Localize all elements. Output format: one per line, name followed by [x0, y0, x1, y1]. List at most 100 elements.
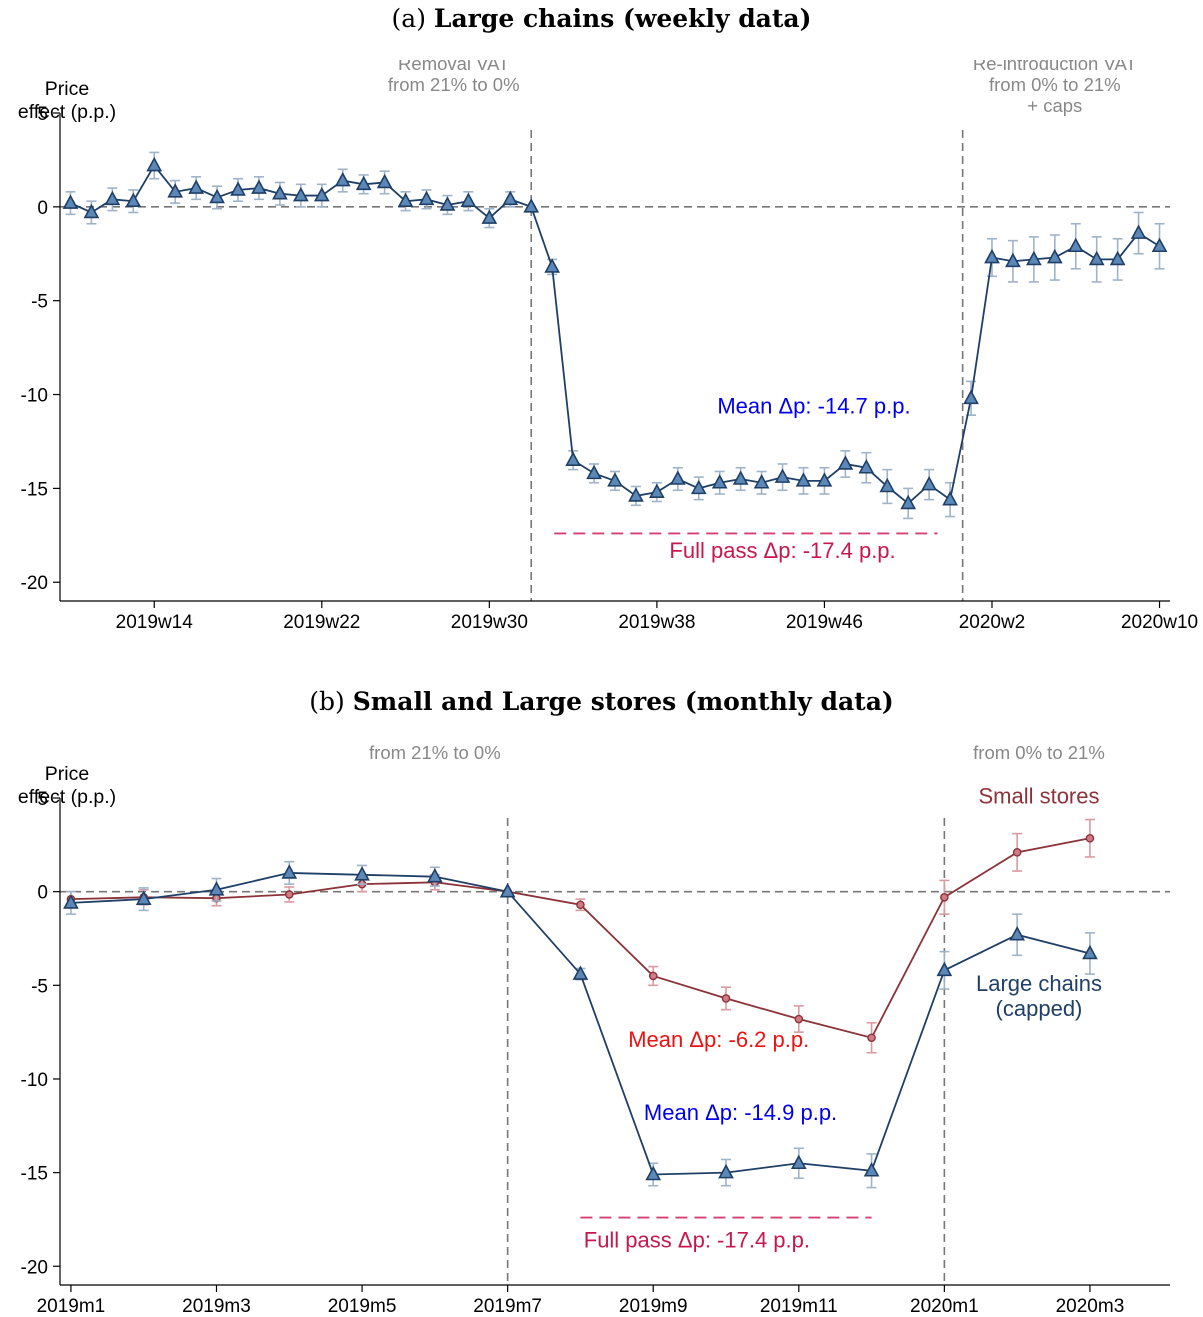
data-point	[879, 477, 896, 493]
data-point	[732, 470, 749, 485]
data-point	[628, 487, 644, 502]
data-point	[499, 882, 516, 898]
x-tick-label: 2019w14	[116, 612, 194, 633]
y-tick-label: -15	[21, 1164, 48, 1185]
data-point	[284, 890, 294, 899]
y-tick-label: 0	[37, 883, 48, 904]
data-point	[1009, 926, 1025, 941]
data-point	[1082, 944, 1098, 960]
series-line	[70, 837, 1091, 1039]
data-point	[125, 192, 142, 208]
annotation: Small stores	[978, 784, 1099, 809]
y-tick-label: 5	[37, 789, 48, 810]
x-tick-label: 2019w46	[786, 612, 863, 633]
data-point	[354, 866, 370, 881]
data-point	[795, 472, 812, 487]
data-point	[794, 1014, 804, 1024]
data-point	[281, 864, 298, 879]
data-point	[1046, 248, 1063, 264]
data-point	[251, 179, 267, 194]
x-tick-label: 2019w38	[618, 612, 695, 633]
data-point	[63, 894, 79, 909]
panel-b-title-text: Small and Large stores (monthly data)	[352, 687, 894, 716]
data-point	[334, 171, 351, 187]
data-point	[397, 192, 414, 208]
annotation: Mean Δp: -14.7 p.p.	[717, 393, 910, 418]
data-point	[502, 190, 519, 206]
data-point	[208, 881, 225, 896]
data-point	[816, 472, 833, 487]
data-point	[293, 186, 309, 202]
data-point	[544, 258, 561, 273]
chart-b: 5 0 -5 -10 -15 -20 2019m1 2019m3 2019m5 2019m7 201…	[18, 740, 1170, 1317]
y-tick-label: -10	[21, 386, 48, 407]
x-tick-label: 2019m3	[182, 1296, 251, 1317]
data-point	[1088, 250, 1105, 266]
data-point	[718, 1163, 734, 1179]
annotation: Mean Δp: -14.9 p.p.	[644, 1100, 837, 1125]
data-point	[1109, 250, 1126, 266]
data-point	[418, 190, 435, 206]
data-point	[355, 175, 372, 191]
data-point	[230, 181, 246, 196]
data-point	[272, 185, 288, 200]
data-point	[645, 1165, 662, 1181]
data-point	[790, 1154, 807, 1170]
data-point	[104, 190, 121, 206]
data-point	[586, 464, 602, 480]
data-point	[572, 965, 589, 980]
x-tick-label: 2019m9	[619, 1296, 688, 1317]
annotation: Large chains (capped)	[976, 971, 1102, 1021]
y-tick-label: -15	[21, 479, 48, 500]
x-tick-label: 2020w2	[959, 612, 1026, 633]
data-point	[565, 451, 581, 467]
x-tick-label: 2019m11	[760, 1296, 838, 1317]
data-point	[690, 479, 707, 495]
x-tick-label: 2019w30	[451, 612, 528, 633]
data-point	[1067, 237, 1084, 253]
data-point	[376, 173, 393, 189]
data-point	[62, 194, 79, 209]
data-point	[863, 1162, 880, 1177]
annotation: Mean Δp: -6.2 p.p.	[628, 1027, 809, 1052]
data-point	[439, 196, 456, 211]
data-point	[576, 900, 585, 910]
data-point	[900, 494, 917, 510]
data-point	[942, 490, 958, 506]
x-tick-label: 2019m5	[328, 1296, 397, 1317]
y-tick-label: -20	[21, 1257, 48, 1278]
x-tick-label: 2020w10	[1121, 612, 1198, 633]
data-point	[607, 472, 623, 487]
data-point	[1026, 250, 1042, 266]
data-point	[669, 470, 686, 485]
data-point	[313, 186, 330, 202]
data-point	[940, 892, 949, 902]
data-point	[1012, 848, 1022, 857]
y-tick-label: -10	[21, 1070, 48, 1091]
data-point	[963, 389, 979, 405]
y-tick-label: -20	[21, 573, 48, 594]
data-point	[867, 1033, 876, 1043]
data-point	[837, 455, 854, 470]
y-axis-label: Price effect (p.p.)	[18, 78, 116, 123]
series-line	[70, 872, 1091, 1176]
series-line	[70, 163, 1161, 505]
x-tick-label: 2019w22	[283, 612, 360, 633]
data-point	[83, 203, 100, 219]
x-tick-label: 2019m1	[37, 1296, 106, 1317]
data-point	[146, 156, 163, 172]
y-axis-label: Price effect (p.p.)	[18, 763, 116, 808]
panel-a-prefix: (a)	[391, 4, 426, 33]
y-tick-label: 0	[37, 198, 48, 219]
y-tick-label: 5	[37, 104, 48, 125]
data-point	[858, 459, 875, 474]
panel-a-title: (a) Large chains (weekly data)	[0, 4, 1203, 33]
data-point	[711, 474, 728, 489]
x-tick-label: 2020m3	[1056, 1296, 1125, 1317]
data-point	[1085, 833, 1095, 843]
data-point	[753, 474, 770, 489]
y-tick-label: -5	[31, 292, 48, 313]
panel-a-title-text: Large chains (weekly data)	[433, 4, 812, 33]
